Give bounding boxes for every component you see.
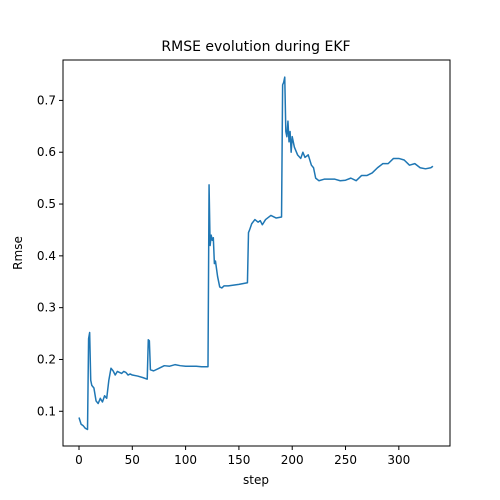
x-tick-label: 150 xyxy=(227,453,250,467)
y-tick-label: 0.5 xyxy=(37,197,56,211)
y-tick-label: 0.7 xyxy=(37,93,56,107)
x-tick-label: 300 xyxy=(387,453,410,467)
y-tick-label: 0.1 xyxy=(37,404,56,418)
chart-title: RMSE evolution during EKF xyxy=(161,39,350,55)
y-tick-label: 0.6 xyxy=(37,145,56,159)
x-axis-ticks: 0 50 100 150 200 250 300 xyxy=(75,446,410,467)
series-line-0 xyxy=(78,76,434,431)
plot-frame xyxy=(62,59,451,447)
x-tick-label: 50 xyxy=(125,453,140,467)
y-axis-label: Rmse xyxy=(11,236,25,270)
y-tick-label: 0.3 xyxy=(37,301,56,315)
x-axis-label: step xyxy=(243,473,269,487)
x-tick-label: 100 xyxy=(174,453,197,467)
y-tick-label: 0.2 xyxy=(37,352,56,366)
x-tick-label: 0 xyxy=(75,453,83,467)
x-tick-label: 200 xyxy=(281,453,304,467)
x-tick-label: 250 xyxy=(334,453,357,467)
plot-area: 0 50 100 150 200 250 300 0.1 0.2 0.3 0.4 0.5 0.6 0.7 xyxy=(37,59,451,467)
y-tick-label: 0.4 xyxy=(37,249,56,263)
y-axis-ticks: 0.1 0.2 0.3 0.4 0.5 0.6 0.7 xyxy=(37,93,63,418)
series-layer xyxy=(78,76,434,431)
